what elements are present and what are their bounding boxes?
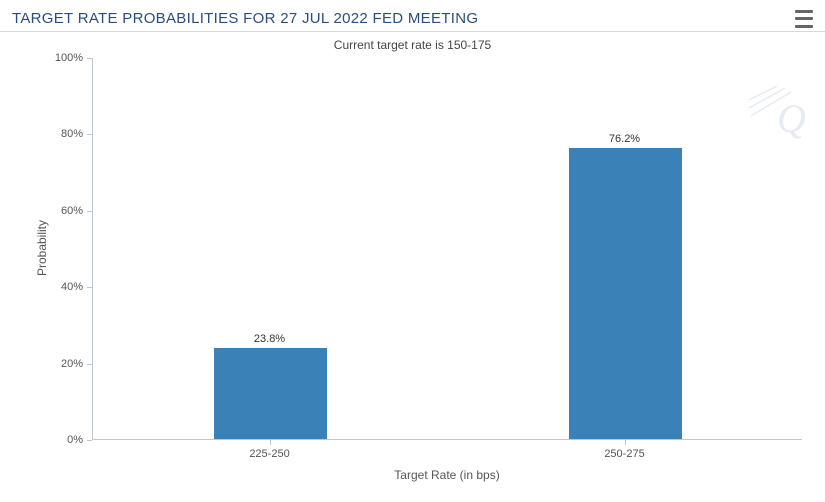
y-tick-mark [87, 364, 92, 365]
bar[interactable] [569, 148, 683, 439]
x-tick-label: 225-250 [249, 448, 289, 460]
chart-menu-icon[interactable] [793, 10, 815, 28]
y-axis-title: Probability [35, 208, 49, 288]
y-tick-label: 60% [47, 205, 83, 217]
chart-header: TARGET RATE PROBABILITIES FOR 27 JUL 202… [0, 0, 825, 32]
bar-value-label: 23.8% [254, 333, 285, 345]
y-tick-mark [87, 440, 92, 441]
x-axis-title: Target Rate (in bps) [394, 468, 499, 482]
plot-area [92, 58, 802, 440]
y-tick-label: 40% [47, 281, 83, 293]
bar-value-label: 76.2% [609, 133, 640, 145]
y-tick-mark [87, 287, 92, 288]
y-tick-label: 20% [47, 358, 83, 370]
chart-title: TARGET RATE PROBABILITIES FOR 27 JUL 202… [12, 10, 478, 27]
y-tick-label: 80% [47, 128, 83, 140]
x-tick-mark [625, 440, 626, 445]
y-tick-mark [87, 58, 92, 59]
y-tick-label: 100% [47, 52, 83, 64]
x-tick-mark [270, 440, 271, 445]
y-tick-mark [87, 211, 92, 212]
bar[interactable] [214, 348, 328, 439]
x-tick-label: 250-275 [604, 448, 644, 460]
y-tick-label: 0% [47, 434, 83, 446]
chart-container: Probability Target Rate (in bps) Q 0%20%… [0, 50, 825, 490]
y-tick-mark [87, 134, 92, 135]
